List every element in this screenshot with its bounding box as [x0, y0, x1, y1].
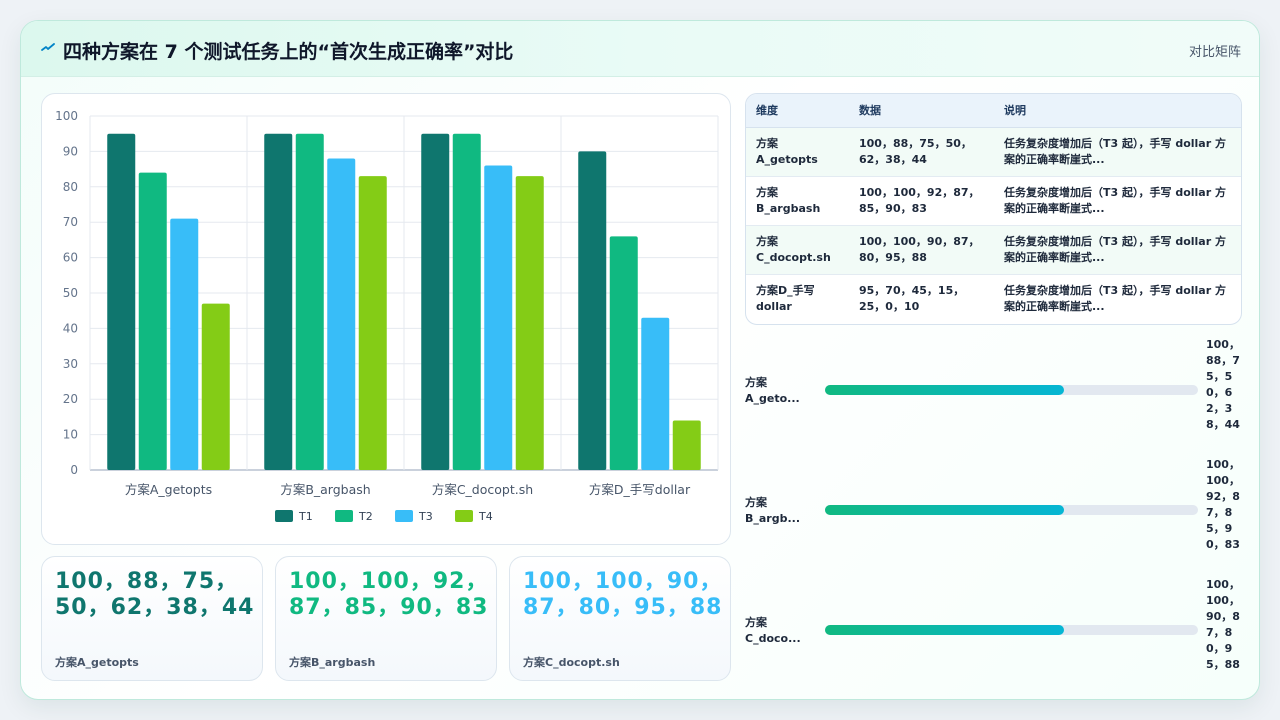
table-header-cell: 维度 [746, 94, 849, 128]
stat-value: 100，88，75，50，62，38，44 [55, 569, 255, 620]
table-cell-dimension: 方案A_getopts [746, 127, 849, 177]
progress-fill [825, 385, 1064, 395]
bar [421, 133, 450, 470]
table-header-cell: 数据 [849, 94, 994, 128]
stat-card-b: 100，100，92，87，85，90，83 方案B_argbash [275, 556, 497, 681]
legend-label: T1 [298, 510, 313, 523]
stat-card-a: 100，88，75，50，62，38，44 方案A_getopts [41, 556, 263, 681]
table-row: 方案A_getopts 100，88，75，50，62，38，44 任务复杂度增… [746, 127, 1241, 177]
progress-row-c: 方案 C_doco... 100，100，90，87，80，95，88 [745, 577, 1245, 699]
table-row: 方案D_手写dollar 95，70，45，15，25，0，10 任务复杂度增加… [746, 274, 1241, 323]
progress-row-b: 方案 B_argb... 100，100，92，87，85，90，83 [745, 457, 1245, 567]
x-tick-label: 方案C_docopt.sh [432, 482, 533, 497]
x-tick-label: 方案A_getopts [125, 482, 212, 497]
y-tick-label: 0 [70, 463, 78, 477]
bar [264, 133, 293, 470]
bar [609, 236, 638, 470]
y-tick-label: 10 [63, 428, 78, 442]
table-cell-data: 95，70，45，15，25，0，10 [859, 283, 965, 313]
table-cell-dimension: 方案B_argbash [746, 176, 849, 226]
stat-card-c: 100，100，90，87，80，95，88 方案C_docopt.sh [509, 556, 731, 681]
progress-fill [825, 505, 1064, 515]
y-tick-label: 50 [63, 286, 78, 300]
bar [358, 176, 387, 470]
progress-label: 方案 B_argb... [745, 496, 801, 525]
table-cell-note: 任务复杂度增加后（T3 起），手写 dollar 方案的正确率断崖式... [994, 225, 1241, 275]
bar [201, 303, 230, 470]
bar [515, 176, 544, 470]
progress-label: 方案 C_doco... [745, 616, 801, 645]
progress-track [825, 505, 1198, 515]
x-tick-label: 方案B_argbash [280, 482, 370, 497]
progress-row-a: 方案 A_geto... 100，88，75，50，62，38，44 [745, 337, 1245, 447]
y-tick-label: 60 [63, 251, 78, 265]
stat-label: 方案C_docopt.sh [523, 656, 620, 669]
y-tick-label: 80 [63, 180, 78, 194]
table-row: 方案B_argbash 100，100，92，87，85，90，83 任务复杂度… [746, 176, 1241, 226]
bar-chart-panel: 0 10 20 30 40 50 60 70 80 90 100 方案A_getopts 方案B_arg… [41, 93, 731, 545]
legend-label: T3 [418, 510, 433, 523]
y-tick-label: 100 [55, 109, 78, 123]
header-tag: 对比矩阵 [1188, 45, 1241, 60]
bar [138, 172, 167, 470]
legend-label: T4 [478, 510, 493, 523]
table-header-cell: 说明 [994, 94, 1241, 128]
table-row: 方案C_docopt.sh 100，100，90，87，80，95，88 任务复… [746, 225, 1241, 275]
legend-swatch [395, 510, 413, 522]
page-title: 四种方案在 7 个测试任务上的“首次生成正确率”对比 [63, 41, 514, 63]
progress-values: 100，100，90，87，80，95，88 [1206, 578, 1240, 671]
legend-swatch [455, 510, 473, 522]
y-tick-label: 40 [63, 321, 78, 335]
table-cell-note: 任务复杂度增加后（T3 起），手写 dollar 方案的正确率断崖式... [994, 127, 1241, 177]
bar-chart: 0 10 20 30 40 50 60 70 80 90 100 方案A_getopts 方案B_arg… [55, 109, 719, 523]
table-cell-data: 100，100，92，87，85，90，83 [849, 176, 994, 226]
x-tick-label: 方案D_手写dollar [589, 482, 691, 497]
table-header-row: 维度 数据 说明 [746, 94, 1241, 128]
y-tick-label: 20 [63, 392, 78, 406]
progress-values: 100，100，92，87，85，90，83 [1206, 458, 1240, 551]
table-cell-data: 100，88，75，50，62，38，44 [849, 127, 994, 177]
spark-icon [41, 43, 55, 51]
bar [170, 218, 199, 470]
table-cell-data: 100，100，90，87，80，95，88 [849, 225, 994, 275]
bar [484, 165, 513, 470]
progress-track [825, 385, 1198, 395]
progress-track [825, 625, 1198, 635]
bar [452, 133, 481, 470]
table-cell-note: 任务复杂度增加后（T3 起），手写 dollar 方案的正确率断崖式... [1004, 283, 1226, 313]
comparison-card: 四种方案在 7 个测试任务上的“首次生成正确率”对比 对比矩阵 0 10 20 30 4… [20, 20, 1260, 700]
bar [295, 133, 324, 470]
stat-label: 方案B_argbash [289, 656, 376, 669]
progress-values: 100，88，75，50，62，38，44 [1206, 338, 1240, 431]
header-bar: 四种方案在 7 个测试任务上的“首次生成正确率”对比 对比矩阵 [21, 21, 1259, 77]
legend-swatch [275, 510, 293, 522]
legend-swatch [335, 510, 353, 522]
y-tick-label: 90 [63, 144, 78, 158]
table-cell-note: 任务复杂度增加后（T3 起），手写 dollar 方案的正确率断崖式... [994, 176, 1241, 226]
y-tick-label: 30 [63, 357, 78, 371]
comparison-table: 维度 数据 说明 方案A_getopts 100，88，75，50，62，38，… [745, 93, 1242, 325]
stat-value: 100，100，90，87，80，95，88 [523, 569, 723, 620]
legend-label: T2 [358, 510, 373, 523]
progress-fill [825, 625, 1064, 635]
stat-label: 方案A_getopts [55, 656, 139, 669]
bar [327, 158, 356, 470]
progress-label: 方案 A_geto... [745, 376, 800, 405]
bar [641, 317, 670, 470]
table-cell-dimension: 方案C_docopt.sh [746, 225, 849, 275]
bar [578, 151, 607, 470]
bar [672, 420, 701, 470]
bar [107, 133, 136, 470]
y-tick-label: 70 [63, 215, 78, 229]
stat-value: 100，100，92，87，85，90，83 [289, 569, 489, 620]
table-cell-dimension: 方案D_手写dollar [756, 283, 815, 313]
